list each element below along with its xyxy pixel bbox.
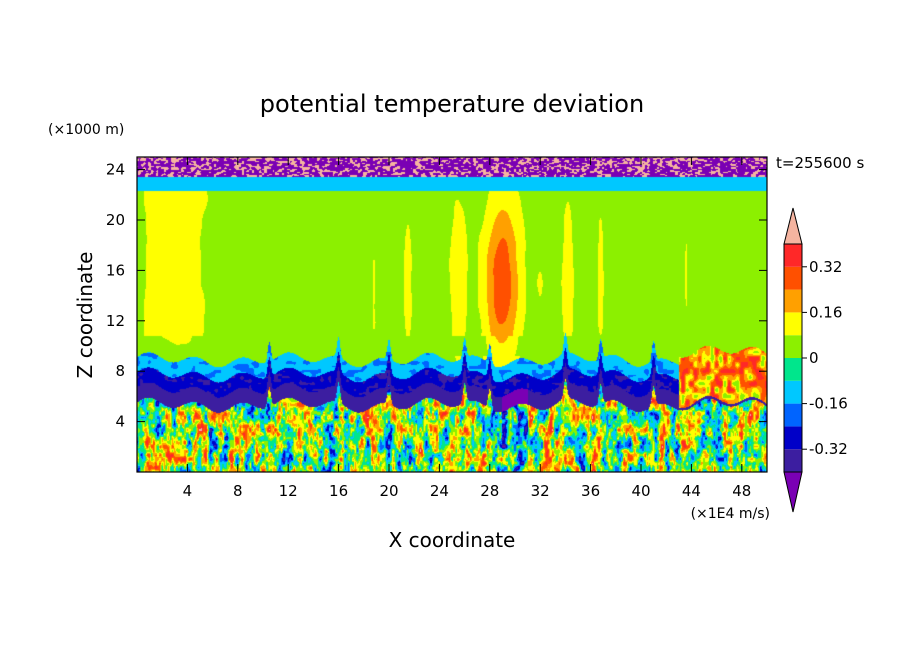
colorbar-bin — [784, 449, 802, 472]
y-tick-label: 24 — [106, 161, 125, 179]
x-tick-label: 4 — [183, 482, 193, 500]
y-axis-label: Z coordinate — [73, 252, 97, 379]
y-axis: 4 8 12 16 20 24 — [106, 161, 767, 431]
colorbar-bin — [784, 358, 802, 381]
plot-frame — [136, 156, 768, 473]
contour-field — [137, 157, 767, 472]
y-units-label: (×1000 m) — [48, 122, 124, 138]
y-tick-label: 20 — [106, 211, 125, 229]
colorbar-bin — [784, 380, 802, 404]
y-tick-label: 4 — [115, 413, 125, 431]
x-tick-label: 16 — [329, 482, 348, 500]
x-tick-label: 44 — [682, 482, 701, 500]
colorbar-max-arrow — [783, 207, 803, 245]
colorbar-bin — [784, 266, 802, 290]
chart-title: potential temperature deviation — [260, 90, 644, 118]
colorbar-bin — [784, 335, 802, 358]
plot-area-wrap — [137, 157, 767, 472]
colorbar-bin — [784, 426, 802, 450]
x-tick-label: 40 — [631, 482, 650, 500]
y-tick-label: 16 — [106, 261, 125, 279]
y-tick-label: 8 — [115, 362, 125, 380]
y-tick-label: 12 — [106, 312, 125, 330]
colorbar-min-arrow — [783, 471, 803, 513]
colorbar-label: 0.32 — [809, 258, 842, 276]
x-tick-label: 32 — [531, 482, 550, 500]
x-tick-label: 48 — [732, 482, 751, 500]
x-tick-label: 28 — [480, 482, 499, 500]
x-tick-label: 36 — [581, 482, 600, 500]
colorbar-bin — [784, 403, 802, 427]
colorbar: 0.32 0.16 0 -0.16 -0.32 — [783, 207, 848, 513]
x-axis-label: X coordinate — [389, 528, 516, 552]
time-label: t=255600 s — [776, 154, 864, 172]
x-tick-label: 8 — [233, 482, 243, 500]
x-tick-label: 20 — [379, 482, 398, 500]
colorbar-bin — [784, 312, 802, 336]
colorbar-label: -0.16 — [809, 395, 848, 413]
colorbar-bin — [784, 244, 802, 267]
colorbar-label: 0.16 — [809, 303, 842, 321]
x-axis: 4 8 12 16 20 24 28 32 36 40 44 48 — [183, 157, 751, 500]
colorbar-label: 0 — [809, 349, 819, 367]
colorbar-bin — [784, 289, 802, 313]
colorbar-label: -0.32 — [809, 440, 848, 458]
x-tick-label: 12 — [279, 482, 298, 500]
x-units-label: (×1E4 m/s) — [691, 506, 770, 522]
x-tick-label: 24 — [430, 482, 449, 500]
